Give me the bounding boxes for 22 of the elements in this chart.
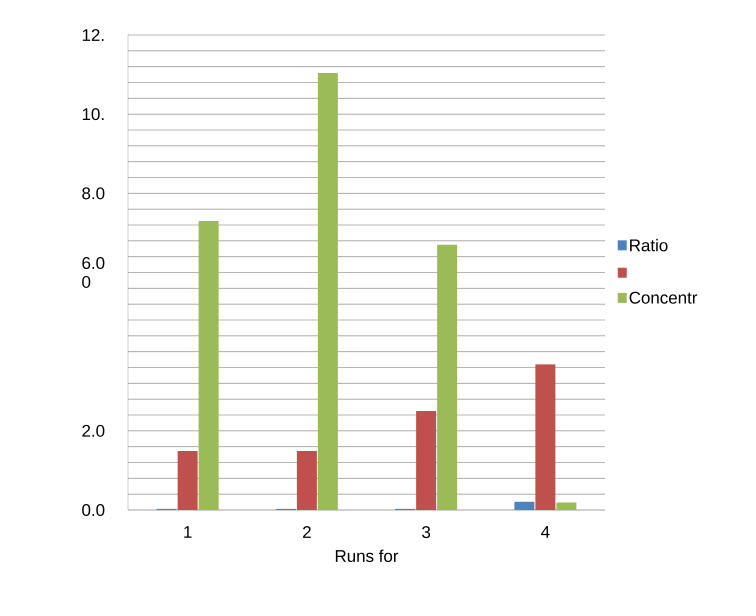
y-tick-label: 12. (82, 29, 104, 41)
x-axis-title: Runs for (336, 550, 398, 562)
y-tick-label: 2.0 (82, 424, 104, 437)
legend-label: Concentr (630, 292, 698, 304)
x-tick-label: 2 (303, 526, 311, 538)
legend-label: Ratio (630, 238, 668, 252)
x-tick-label: 3 (422, 526, 430, 538)
bar (318, 72, 338, 510)
x-tick-label: 4 (541, 526, 550, 538)
bar (556, 502, 576, 510)
bar (437, 244, 458, 510)
y-tick-label: 6.0 0 (82, 257, 104, 288)
bar (198, 221, 219, 510)
bar (514, 502, 534, 510)
bar (178, 451, 198, 510)
bar (296, 451, 317, 510)
bar (416, 411, 436, 510)
y-tick-label: 0.0 (82, 504, 104, 516)
x-tick-label: 1 (184, 526, 192, 538)
bar (535, 364, 556, 510)
y-tick-label: 8.0 (82, 187, 104, 200)
y-tick-label: 10. (82, 108, 104, 120)
